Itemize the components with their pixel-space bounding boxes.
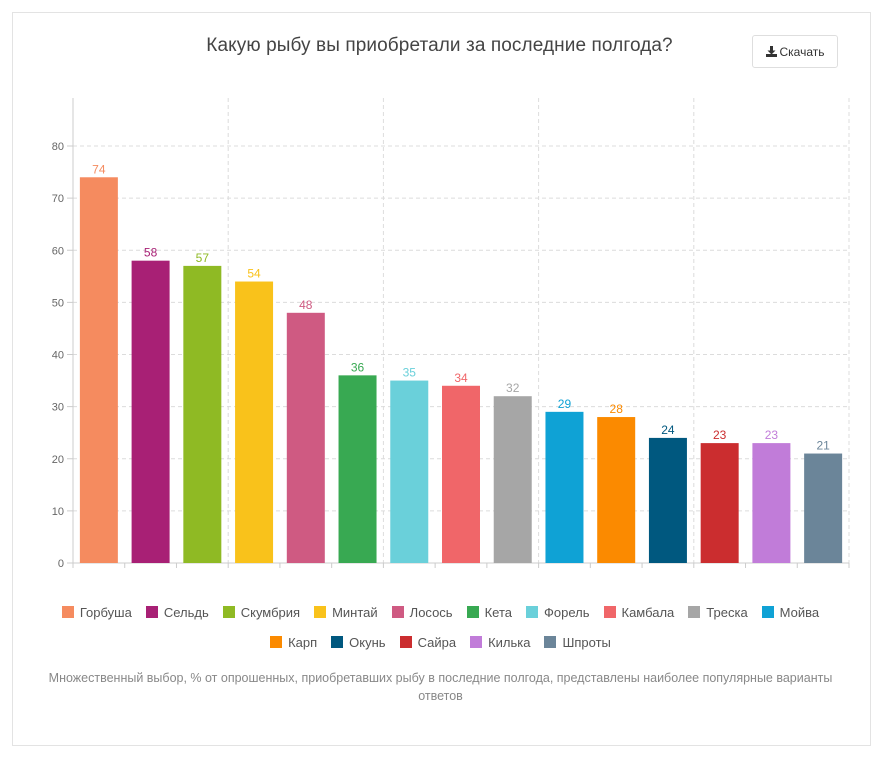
y-tick-label: 70 [52, 193, 64, 205]
legend-swatch [761, 606, 774, 618]
legend-item[interactable]: Скумбрия [222, 604, 301, 620]
legend-swatch [399, 636, 412, 648]
bar [235, 281, 274, 563]
data-label: 34 [454, 371, 468, 385]
legend-label: Мойва [779, 604, 820, 620]
bar [79, 177, 118, 563]
legend-swatch [314, 606, 327, 618]
legend-swatch [470, 636, 483, 648]
data-label: 54 [247, 267, 261, 281]
data-label: 28 [610, 402, 624, 416]
data-label: 36 [351, 360, 365, 374]
y-tick-label: 80 [52, 141, 64, 153]
legend-swatch [688, 606, 701, 618]
data-label: 35 [403, 366, 417, 380]
legend-item[interactable]: Лосось [391, 604, 453, 620]
download-icon [765, 46, 777, 57]
bar [648, 437, 687, 563]
data-label: 21 [816, 439, 830, 453]
legend-item[interactable]: Шпроты [544, 634, 611, 650]
legend-label: Горбуша [79, 604, 132, 620]
y-tick-label: 10 [52, 506, 64, 518]
legend-label: Лосось [409, 604, 453, 620]
legend-swatch [331, 636, 344, 648]
bar [493, 396, 532, 563]
legend-item[interactable]: Сельдь [145, 604, 209, 620]
data-label: 48 [299, 298, 313, 312]
legend-label: Сайра [417, 634, 457, 650]
legend-item[interactable]: Мойва [761, 604, 820, 620]
bar [545, 411, 584, 563]
legend-item[interactable]: Карп [270, 634, 317, 650]
legend-swatch [222, 606, 235, 618]
legend-item[interactable]: Треска [688, 604, 748, 620]
bar [804, 453, 843, 563]
data-label: 29 [558, 397, 572, 411]
y-tick-label: 0 [58, 558, 64, 570]
bars [79, 177, 843, 563]
data-label: 24 [661, 423, 675, 437]
legend-item[interactable]: Окунь [331, 634, 386, 650]
bar [183, 265, 222, 563]
legend-item[interactable]: Килька [470, 634, 530, 650]
legend-label: Сельдь [163, 604, 209, 620]
data-label: 23 [765, 428, 779, 442]
chart-title: Какую рыбу вы приобретали за последние п… [206, 35, 673, 56]
bar [131, 260, 170, 563]
download-label: Скачать [779, 44, 825, 59]
legend-label: Кета [484, 604, 512, 620]
download-button[interactable]: Скачать [752, 35, 838, 68]
legend-label: Килька [488, 634, 531, 650]
legend-swatch [391, 606, 404, 618]
y-tick-label: 40 [52, 350, 64, 362]
y-tick-label: 60 [52, 245, 64, 257]
legend-swatch [270, 636, 283, 648]
y-tick-label: 50 [52, 297, 64, 309]
legend-swatch [544, 636, 557, 648]
legend-item[interactable]: Кета [466, 604, 512, 620]
bar [286, 312, 325, 563]
bar [700, 443, 739, 563]
legend-item[interactable]: Горбуша [61, 604, 132, 620]
data-label: 58 [144, 246, 158, 260]
bar [597, 417, 636, 563]
legend: Горбуша Сельдь Скумбрия Минтай Лосось Кета Фор… [30, 604, 851, 650]
legend-swatch [61, 606, 74, 618]
legend-swatch [145, 606, 158, 618]
legend-label: Форель [544, 604, 590, 620]
data-label: 32 [506, 381, 520, 395]
legend-item[interactable]: Минтай [314, 604, 378, 620]
data-label: 74 [92, 162, 106, 176]
bar [752, 443, 791, 563]
legend-label: Минтай [332, 604, 378, 620]
legend-item[interactable]: Камбала [603, 604, 675, 620]
legend-label: Шпроты [562, 634, 611, 650]
y-tick-label: 20 [52, 454, 64, 466]
data-label: 57 [196, 251, 210, 265]
bar [338, 375, 377, 563]
legend-label: Окунь [349, 634, 386, 650]
value-labels: 74 58 57 54 48 36 35 34 32 29 28 24 23 23 21 [92, 162, 830, 452]
y-tick-label: 30 [52, 402, 64, 414]
legend-swatch [603, 606, 616, 618]
legend-swatch [466, 606, 479, 618]
legend-item[interactable]: Форель [526, 604, 590, 620]
data-label: 23 [713, 428, 727, 442]
bar [442, 385, 480, 563]
legend-label: Камбала [621, 604, 675, 620]
legend-item[interactable]: Сайра [399, 634, 457, 650]
legend-label: Карп [288, 634, 318, 650]
bar-chart: 0 10 20 30 40 50 60 70 80 74 58 57 54 48 36 35 34 32 29 28… [52, 98, 850, 570]
legend-swatch [526, 606, 538, 618]
footnote: Множественный выбор, % от опрошенных, пр… [48, 671, 833, 703]
legend-label: Скумбрия [240, 604, 301, 620]
bar [390, 380, 429, 563]
legend-label: Треска [706, 604, 748, 620]
